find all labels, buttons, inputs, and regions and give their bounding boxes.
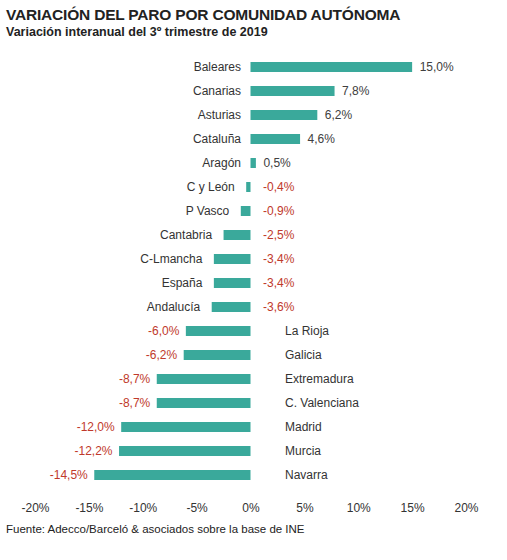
svg-text:Extremadura: Extremadura [285, 372, 354, 386]
svg-text:Canarias: Canarias [193, 84, 241, 98]
svg-text:-20%: -20% [21, 501, 49, 515]
svg-text:España: España [162, 276, 203, 290]
svg-text:0%: 0% [242, 501, 260, 515]
html-text:Fuente: Adecco/Barceló & asoci: Fuente: Adecco/Barceló & asociados sobre… [6, 523, 305, 535]
svg-text:-8,7%: -8,7% [119, 396, 151, 410]
svg-text:4,6%: 4,6% [308, 132, 336, 146]
svg-text:-0,4%: -0,4% [263, 180, 295, 194]
svg-text:-6,0%: -6,0% [148, 324, 180, 338]
html-text:Variación interanual del 3º tr: Variación interanual del 3º trimestre de… [6, 25, 268, 39]
svg-text:Cantabria: Cantabria [160, 228, 212, 242]
svg-text:P Vasco: P Vasco [186, 204, 230, 218]
svg-text:-3,4%: -3,4% [263, 276, 295, 290]
svg-text:6,2%: 6,2% [325, 108, 353, 122]
svg-text:-6,2%: -6,2% [146, 348, 178, 362]
svg-text:Aragón: Aragón [202, 156, 241, 170]
svg-text:C y León: C y León [187, 180, 235, 194]
svg-text:Navarra: Navarra [285, 468, 328, 482]
svg-text:Madrid: Madrid [285, 420, 322, 434]
svg-text:Cataluña: Cataluña [193, 132, 241, 146]
svg-text:-14,5%: -14,5% [50, 468, 88, 482]
svg-text:-8,7%: -8,7% [119, 372, 151, 386]
svg-text:Asturias: Asturias [198, 108, 241, 122]
svg-text:Murcia: Murcia [285, 444, 321, 458]
svg-text:7,8%: 7,8% [342, 84, 370, 98]
svg-text:C. Valenciana: C. Valenciana [285, 396, 359, 410]
svg-text:-15%: -15% [75, 501, 103, 515]
svg-text:-10%: -10% [129, 501, 157, 515]
svg-text:-3,4%: -3,4% [263, 252, 295, 266]
svg-text:-2,5%: -2,5% [263, 228, 295, 242]
svg-text:C-Lmancha: C-Lmancha [140, 252, 202, 266]
svg-text:-3,6%: -3,6% [263, 300, 295, 314]
svg-text:-5%: -5% [186, 501, 208, 515]
svg-text:Andalucía: Andalucía [147, 300, 201, 314]
svg-text:15,0%: 15,0% [420, 60, 454, 74]
svg-text:15%: 15% [401, 501, 425, 515]
svg-text:Baleares: Baleares [194, 60, 241, 74]
html-text:VARIACIÓN DEL PARO POR COMUNID: VARIACIÓN DEL PARO POR COMUNIDAD AUTÓNOM… [6, 6, 401, 23]
svg-text:-0,9%: -0,9% [263, 204, 295, 218]
svg-text:Galicia: Galicia [285, 348, 322, 362]
svg-text:20%: 20% [454, 501, 478, 515]
svg-text:La Rioja: La Rioja [285, 324, 329, 338]
svg-text:10%: 10% [347, 501, 371, 515]
svg-text:-12,2%: -12,2% [75, 444, 113, 458]
svg-text:0,5%: 0,5% [263, 156, 291, 170]
svg-text:5%: 5% [296, 501, 314, 515]
svg-text:-12,0%: -12,0% [77, 420, 115, 434]
